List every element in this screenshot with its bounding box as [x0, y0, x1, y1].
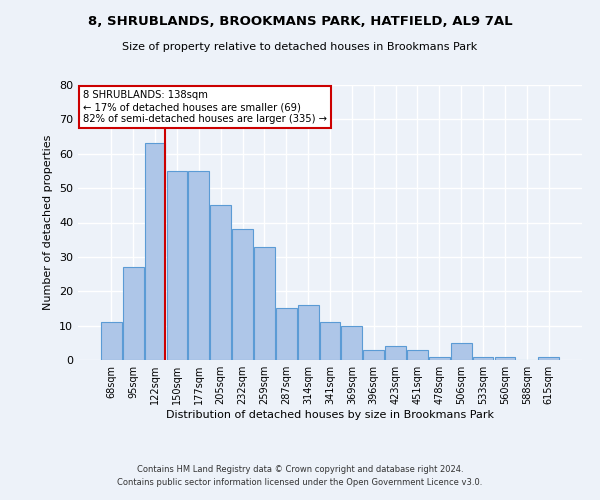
Text: 8 SHRUBLANDS: 138sqm
← 17% of detached houses are smaller (69)
82% of semi-detac: 8 SHRUBLANDS: 138sqm ← 17% of detached h… [83, 90, 327, 124]
Bar [145, 144, 166, 360]
Text: Contains public sector information licensed under the Open Government Licence v3: Contains public sector information licen… [118, 478, 482, 487]
Bar [364, 350, 384, 360]
Bar [385, 346, 406, 360]
Bar [320, 322, 340, 360]
Bar [341, 326, 362, 360]
Bar [407, 350, 428, 360]
Bar [232, 230, 253, 360]
Bar [101, 322, 122, 360]
Text: 8, SHRUBLANDS, BROOKMANS PARK, HATFIELD, AL9 7AL: 8, SHRUBLANDS, BROOKMANS PARK, HATFIELD,… [88, 15, 512, 28]
Bar [123, 267, 143, 360]
Text: Contains HM Land Registry data © Crown copyright and database right 2024.: Contains HM Land Registry data © Crown c… [137, 466, 463, 474]
X-axis label: Distribution of detached houses by size in Brookmans Park: Distribution of detached houses by size … [166, 410, 494, 420]
Bar [210, 206, 231, 360]
Y-axis label: Number of detached properties: Number of detached properties [43, 135, 53, 310]
Bar [538, 356, 559, 360]
Bar [473, 356, 493, 360]
Bar [298, 305, 319, 360]
Bar [276, 308, 296, 360]
Bar [167, 171, 187, 360]
Bar [494, 356, 515, 360]
Text: Size of property relative to detached houses in Brookmans Park: Size of property relative to detached ho… [122, 42, 478, 52]
Bar [254, 246, 275, 360]
Bar [429, 356, 450, 360]
Bar [451, 343, 472, 360]
Bar [188, 171, 209, 360]
